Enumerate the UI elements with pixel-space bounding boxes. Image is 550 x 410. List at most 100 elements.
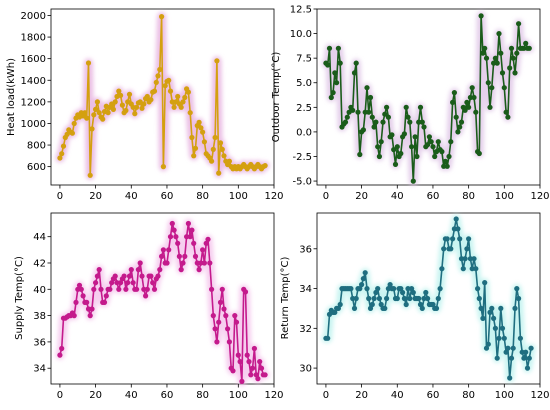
chart-supply-temp: 0 20 40 60 80 100 120 34 36 38 40 42 44 Supply Temp…	[14, 212, 284, 401]
data-point	[118, 280, 124, 286]
y-tick-label: 10.0	[290, 29, 312, 40]
data-point	[221, 153, 227, 159]
data-point	[114, 280, 120, 286]
data-point	[514, 286, 520, 292]
data-point	[514, 50, 520, 56]
y-tick-label: 32	[299, 324, 312, 335]
y-tick-label: 44	[33, 232, 46, 243]
data-point	[223, 313, 229, 319]
data-point	[439, 266, 445, 272]
data-point	[360, 127, 366, 133]
y-axis-ticks: -5.0 -2.5 0.0 2.5 5.0 7.5 10.0 12.5	[290, 5, 317, 188]
data-point	[398, 150, 404, 157]
data-point	[160, 164, 166, 170]
data-point	[442, 158, 448, 164]
y-axis-label: Outdoor Temp(°C)	[271, 52, 282, 143]
data-point	[464, 99, 470, 105]
data-point	[216, 170, 222, 176]
data-point	[203, 240, 209, 246]
data-point	[210, 313, 216, 319]
data-point	[93, 106, 99, 112]
data-point	[196, 267, 202, 273]
y-axis-label: Supply Temp(°C)	[14, 256, 25, 340]
data-point	[330, 90, 336, 96]
data-point	[153, 79, 159, 85]
data-point	[262, 372, 268, 378]
x-tick-label: 120	[530, 191, 549, 202]
y-tick-label: 42	[33, 258, 46, 269]
data-point	[212, 326, 218, 332]
data-point	[483, 55, 490, 61]
data-point	[526, 45, 532, 51]
x-tick-label: 0	[323, 390, 329, 401]
data-point	[455, 226, 461, 232]
x-tick-label: 100	[495, 390, 514, 401]
data-point	[250, 365, 256, 371]
data-point	[121, 273, 127, 279]
data-point	[143, 293, 149, 299]
data-point	[437, 286, 443, 292]
y-tick-label: 40	[33, 285, 46, 296]
data-point	[366, 109, 372, 115]
data-point	[178, 104, 184, 110]
data-point	[148, 97, 154, 103]
data-point	[144, 286, 150, 292]
data-point	[217, 299, 224, 305]
data-point	[373, 289, 379, 296]
data-point	[378, 301, 384, 308]
data-point	[230, 368, 236, 374]
data-point	[351, 305, 358, 311]
data-point	[380, 119, 386, 125]
y-tick-label: 34	[299, 284, 312, 295]
x-axis-ticks: 0 20 40 60 80 100 120	[323, 384, 550, 401]
data-point	[391, 147, 397, 153]
data-point	[167, 234, 174, 240]
data-point	[478, 13, 484, 19]
y-tick-label: 600	[27, 162, 46, 173]
y-tick-label: 800	[27, 141, 46, 152]
data-point	[466, 236, 472, 242]
data-point	[475, 286, 481, 292]
data-point	[476, 295, 482, 302]
data-point	[198, 125, 204, 131]
data-point	[458, 119, 465, 125]
data-point	[187, 234, 193, 240]
data-point	[503, 349, 509, 355]
data-point	[335, 305, 341, 311]
y-tick-label: 5.0	[296, 78, 312, 89]
data-point	[201, 260, 207, 266]
chart-return-temp: 0 20 40 60 80 100 120 30 32 34 36 Return Temp(°C)	[280, 212, 550, 401]
y-axis-label: Return Temp(°C)	[280, 257, 291, 340]
data-point	[499, 325, 506, 331]
data-point	[57, 155, 63, 161]
x-tick-label: 40	[391, 191, 404, 202]
data-point	[71, 313, 77, 319]
data-point	[157, 267, 163, 273]
data-point	[373, 119, 379, 125]
data-point	[471, 94, 477, 101]
data-point	[325, 62, 331, 68]
data-point	[328, 94, 334, 101]
data-point	[148, 273, 154, 279]
data-point	[239, 378, 245, 384]
y-tick-label: 36	[33, 337, 46, 348]
data-point	[485, 341, 491, 347]
data-point	[385, 114, 391, 120]
data-point	[457, 124, 463, 130]
data-point	[460, 266, 466, 272]
data-point	[128, 267, 134, 273]
data-point	[175, 93, 181, 100]
data-point	[214, 339, 220, 345]
data-point	[392, 161, 399, 167]
data-point	[176, 253, 182, 259]
data-point	[59, 151, 65, 157]
x-tick-label: 80	[196, 390, 209, 401]
data-point	[171, 227, 177, 233]
series-line	[323, 13, 532, 184]
data-point	[84, 115, 90, 121]
data-point	[251, 345, 257, 352]
x-tick-label: 80	[462, 191, 475, 202]
data-point	[219, 286, 225, 292]
data-point	[401, 131, 407, 137]
data-point	[369, 301, 375, 308]
